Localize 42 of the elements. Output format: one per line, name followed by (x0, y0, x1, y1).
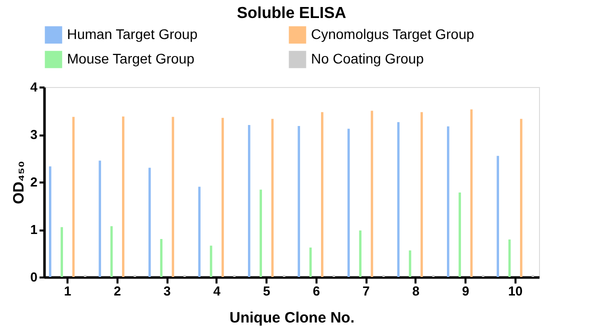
x-tick-label: 1 (64, 284, 72, 298)
bar (148, 168, 151, 277)
y-tick-label: 1 (30, 222, 38, 237)
y-tick-label: 3 (30, 127, 38, 142)
y-tick-label: 4 (30, 80, 38, 94)
legend-label: No Coating Group (311, 50, 424, 66)
x-tick-label: 3 (164, 284, 171, 298)
bar (458, 192, 461, 277)
bar (298, 126, 300, 277)
bar (446, 126, 450, 277)
x-tick-label: 6 (312, 284, 320, 298)
bar (496, 156, 500, 277)
bar (248, 125, 250, 277)
x-tick-label: 5 (263, 284, 270, 298)
bar (520, 118, 522, 277)
bar (160, 239, 162, 277)
bar (397, 122, 400, 277)
bar (321, 112, 324, 277)
x-tick-label: 2 (114, 284, 121, 298)
legend-label: Human Target Group (67, 26, 198, 42)
x-tick-label: 9 (462, 284, 470, 298)
legend-label: Cynomolgus Target Group (311, 26, 474, 42)
bar (222, 118, 224, 277)
y-tick-label: 0 (30, 270, 38, 284)
x-tick-label: 8 (412, 284, 420, 298)
bar (98, 160, 102, 277)
x-tick-label: 10 (508, 284, 523, 298)
bar (347, 128, 350, 277)
x-tick-label: 7 (362, 284, 370, 298)
bar (60, 227, 63, 277)
bar (359, 230, 362, 277)
x-tick-label: 4 (213, 284, 222, 298)
bar (198, 186, 201, 277)
x-axis-title: Unique Clone No. (230, 310, 354, 326)
y-tick-label: 2 (30, 174, 38, 190)
bar (420, 112, 423, 277)
y-axis-title: OD₄₅₀ (10, 160, 28, 204)
bar (122, 116, 124, 277)
legend-label: Mouse Target Group (67, 50, 195, 66)
bar (48, 166, 52, 277)
chart-title: Soluble ELISA (236, 5, 347, 22)
bar (260, 190, 262, 277)
